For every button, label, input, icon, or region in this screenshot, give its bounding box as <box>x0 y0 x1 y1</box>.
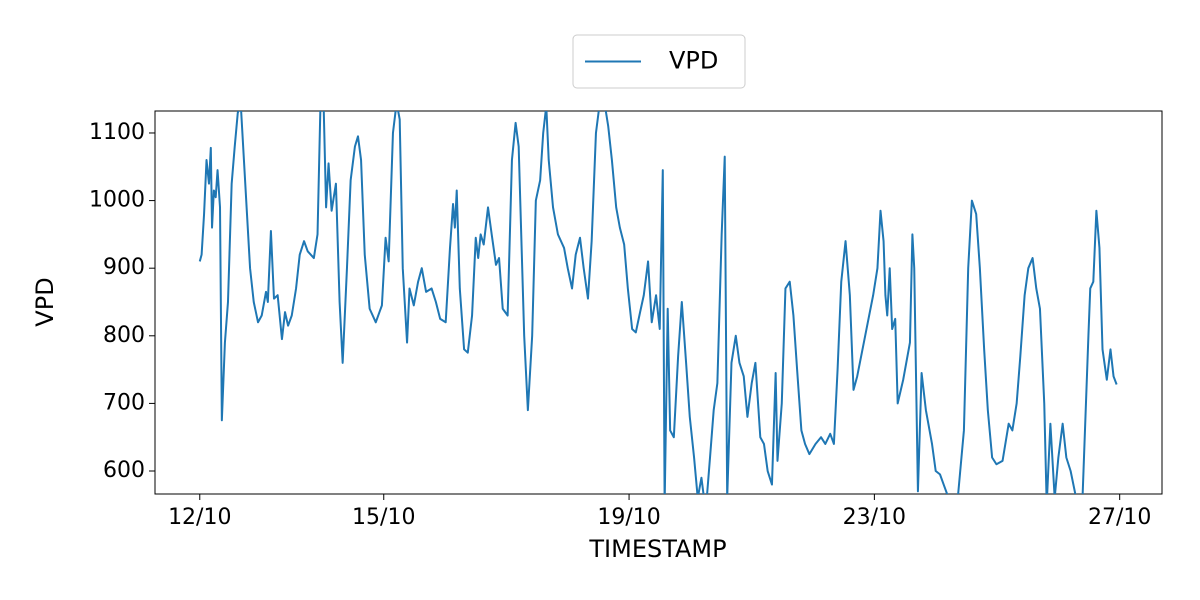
y-tick-label: 1000 <box>89 188 145 213</box>
y-tick-label: 800 <box>103 323 145 348</box>
legend-box <box>572 34 746 89</box>
plot-area <box>198 111 1118 494</box>
legend-label: VPD <box>669 47 718 75</box>
y-axis-label: VPD <box>31 277 59 326</box>
data-line <box>198 111 1118 494</box>
x-tick-label: 23/10 <box>843 505 906 530</box>
y-tick-label: 600 <box>103 458 145 483</box>
x-axis-label: TIMESTAMP <box>588 535 726 563</box>
x-tick-label: 19/10 <box>597 505 660 530</box>
x-tick-label: 15/10 <box>352 505 415 530</box>
x-tick-label: 27/10 <box>1088 505 1151 530</box>
y-tick-label: 700 <box>103 390 145 415</box>
y-tick-label: 900 <box>103 255 145 280</box>
plot-frame <box>154 110 1163 495</box>
y-tick-label: 1100 <box>89 120 145 145</box>
x-tick-label: 12/10 <box>168 505 231 530</box>
